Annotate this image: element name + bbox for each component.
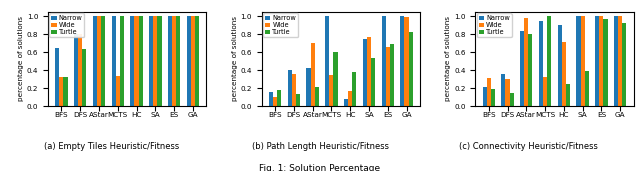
Bar xyxy=(390,44,394,106)
Bar xyxy=(63,77,68,106)
Bar xyxy=(506,79,509,106)
Text: (c) Connectivity Heuristic/Fitness: (c) Connectivity Heuristic/Fitness xyxy=(459,142,597,151)
Bar xyxy=(404,17,408,106)
Bar xyxy=(78,34,83,106)
Bar xyxy=(614,16,618,106)
Bar xyxy=(547,16,551,106)
Bar xyxy=(191,16,195,106)
Bar xyxy=(187,16,191,106)
Bar xyxy=(381,16,386,106)
Bar xyxy=(93,16,97,106)
Bar xyxy=(120,16,124,106)
Bar xyxy=(401,16,404,106)
Bar xyxy=(580,16,585,106)
Bar xyxy=(195,16,199,106)
Bar xyxy=(60,77,63,106)
Bar xyxy=(566,84,570,106)
Bar xyxy=(55,48,60,106)
Bar xyxy=(486,78,491,106)
Bar xyxy=(315,87,319,106)
Bar xyxy=(292,74,296,106)
Bar xyxy=(325,16,330,106)
Bar xyxy=(562,42,566,106)
Bar xyxy=(157,16,161,106)
Bar xyxy=(371,58,375,106)
Bar xyxy=(348,91,352,106)
Bar xyxy=(74,34,78,106)
Bar xyxy=(577,16,580,106)
Bar xyxy=(509,94,514,106)
Bar xyxy=(524,18,529,106)
Bar xyxy=(539,21,543,106)
Bar xyxy=(363,39,367,106)
Legend: Narrow, Wide, Turtle: Narrow, Wide, Turtle xyxy=(49,13,84,37)
Bar xyxy=(111,16,116,106)
Bar xyxy=(168,16,172,106)
Bar xyxy=(529,34,532,106)
Bar xyxy=(310,43,315,106)
Text: Fig. 1: Solution Percentage: Fig. 1: Solution Percentage xyxy=(259,164,381,171)
Bar xyxy=(491,89,495,106)
Bar xyxy=(273,97,277,106)
Bar xyxy=(116,76,120,106)
Bar xyxy=(604,19,607,106)
Y-axis label: percentage of solutions: percentage of solutions xyxy=(18,16,24,102)
Y-axis label: percentage of solutions: percentage of solutions xyxy=(445,16,451,102)
Y-axis label: percentage of solutions: percentage of solutions xyxy=(232,16,237,102)
Bar xyxy=(83,49,86,106)
Bar xyxy=(501,74,506,106)
Bar xyxy=(333,52,338,106)
Bar xyxy=(269,92,273,106)
Bar xyxy=(618,16,622,106)
Bar xyxy=(557,24,562,106)
Bar xyxy=(367,37,371,106)
Bar xyxy=(622,23,627,106)
Bar xyxy=(408,32,413,106)
Bar xyxy=(585,71,589,106)
Bar xyxy=(153,16,157,106)
Bar xyxy=(97,16,101,106)
Bar xyxy=(131,16,134,106)
Bar xyxy=(287,70,292,106)
Bar xyxy=(176,16,180,106)
Bar xyxy=(149,16,153,106)
Bar xyxy=(330,75,333,106)
Bar xyxy=(595,16,599,106)
Bar xyxy=(543,77,547,106)
Bar xyxy=(101,16,105,106)
Bar xyxy=(483,87,486,106)
Legend: Narrow, Wide, Turtle: Narrow, Wide, Turtle xyxy=(263,13,298,37)
Bar xyxy=(599,16,604,106)
Text: (b) Path Length Heuristic/Fitness: (b) Path Length Heuristic/Fitness xyxy=(252,142,388,151)
Legend: Narrow, Wide, Turtle: Narrow, Wide, Turtle xyxy=(477,13,512,37)
Bar xyxy=(352,72,356,106)
Bar xyxy=(277,90,281,106)
Bar xyxy=(134,16,139,106)
Bar xyxy=(520,31,524,106)
Bar xyxy=(344,99,348,106)
Text: (a) Empty Tiles Heuristic/Fitness: (a) Empty Tiles Heuristic/Fitness xyxy=(44,142,180,151)
Bar xyxy=(307,68,310,106)
Bar xyxy=(172,16,176,106)
Bar xyxy=(139,16,143,106)
Bar xyxy=(386,47,390,106)
Bar xyxy=(296,94,300,106)
